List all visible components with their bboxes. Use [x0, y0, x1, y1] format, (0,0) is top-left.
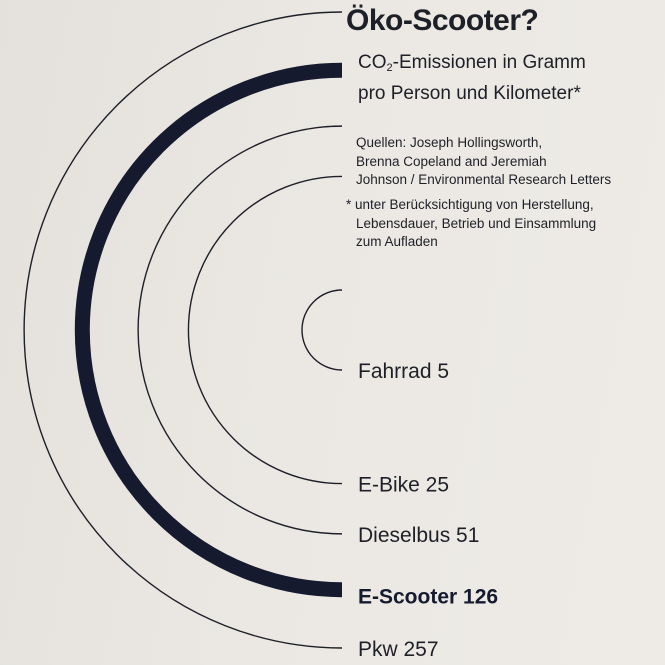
label-e-scooter: E-Scooter 126 [358, 586, 498, 609]
sources-line-3: Johnson / Environmental Research Letters [356, 172, 612, 187]
footnote: * unter Berücksichtigung von Herstellung… [346, 196, 646, 252]
subtitle-line-2: pro Person und Kilometer* [358, 83, 581, 104]
arc-dieselbus [137, 125, 343, 535]
sources-note: Quellen: Joseph Hollingsworth, Brenna Co… [356, 134, 646, 190]
label-dieselbus: Dieselbus 51 [358, 524, 479, 547]
subtitle-line-1: CO2-Emissionen in Gramm [358, 52, 586, 74]
arc-e-scooter [75, 62, 343, 598]
chart-subtitle: CO2-Emissionen in Gramm pro Person und K… [358, 50, 658, 106]
arc-e-bike [187, 175, 343, 485]
footnote-line-3: zum Aufladen [356, 234, 438, 249]
sources-line-1: Quellen: Joseph Hollingsworth, [356, 135, 543, 150]
label-e-bike: E-Bike 25 [358, 474, 449, 497]
label-pkw: Pkw 257 [358, 638, 439, 661]
footnote-line-1: * unter Berücksichtigung von Herstellung… [346, 197, 594, 212]
label-fahrrad: Fahrrad 5 [358, 360, 449, 383]
footnote-line-2: Lebensdauer, Betrieb und Einsammlung [356, 215, 597, 231]
arc-pkw [23, 11, 343, 649]
arc-fahrrad [301, 289, 343, 371]
chart-title: Öko-Scooter? [346, 4, 539, 37]
sources-line-2: Brenna Copeland and Jeremiah [356, 153, 547, 169]
subscript-2: 2 [386, 62, 393, 74]
